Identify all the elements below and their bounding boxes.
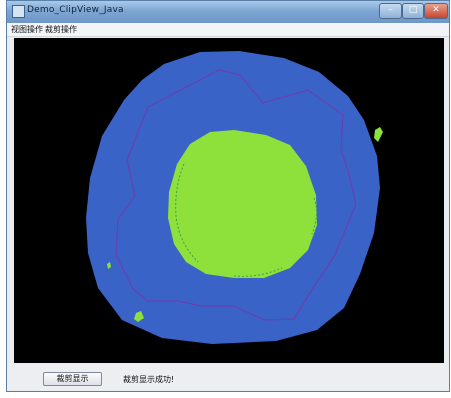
menu-clip-operations[interactable]: 裁剪操作 xyxy=(45,25,77,34)
inner-dashed-contour xyxy=(175,163,318,277)
maximize-button[interactable]: □ xyxy=(402,3,424,19)
bottom-toolbar: 裁剪显示 裁剪显示成功! xyxy=(7,363,449,391)
clip-display-button[interactable]: 裁剪显示 xyxy=(43,372,102,386)
window-title: Demo_ClipView_Java xyxy=(27,5,124,15)
outer-purple-outline xyxy=(115,69,357,321)
green-fragment-edge xyxy=(107,262,111,269)
render-viewport[interactable] xyxy=(14,38,444,363)
title-bar[interactable]: Demo_ClipView_Java – □ ✕ xyxy=(7,1,449,23)
menu-view-operations[interactable]: 视图操作 xyxy=(11,25,43,34)
close-button[interactable]: ✕ xyxy=(424,3,448,19)
clip-view-drawing xyxy=(86,51,383,344)
app-window: Demo_ClipView_Java – □ ✕ 视图操作 裁剪操作 裁剪显示 … xyxy=(6,0,450,392)
java-app-icon xyxy=(12,5,25,18)
menu-bar: 视图操作 裁剪操作 xyxy=(7,23,449,37)
minimize-button[interactable]: – xyxy=(379,3,402,19)
green-fragment-right xyxy=(374,127,383,142)
green-fragment-left xyxy=(134,311,144,322)
status-text: 裁剪显示成功! xyxy=(123,375,175,384)
inner-green-shape xyxy=(168,130,317,278)
